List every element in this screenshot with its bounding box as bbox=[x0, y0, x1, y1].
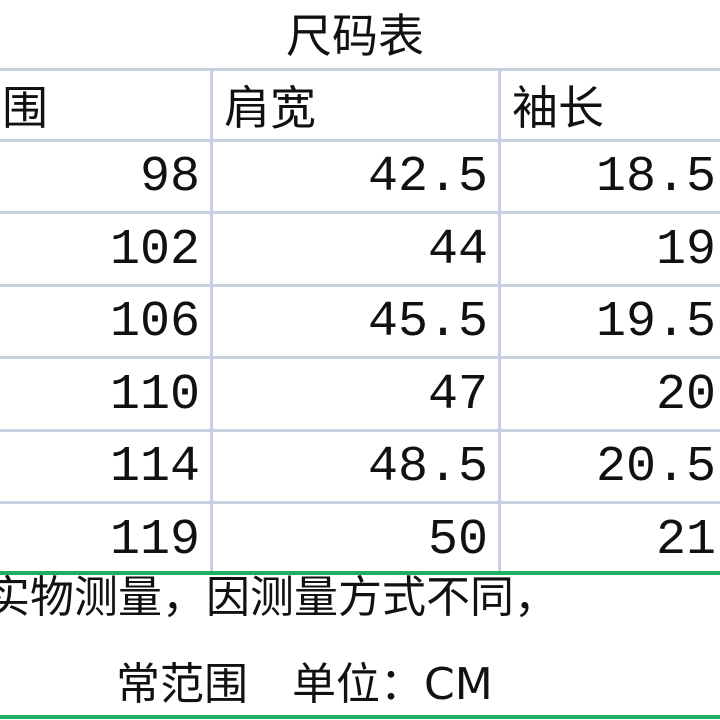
grid-line bbox=[498, 70, 501, 572]
header-sleeve[interactable]: 袖长 bbox=[512, 81, 604, 135]
header-chest[interactable]: 围 bbox=[2, 81, 48, 135]
table-cell[interactable]: 20.5 bbox=[595, 439, 716, 496]
table-cell[interactable]: 114 bbox=[109, 439, 200, 496]
table-cell[interactable]: 18.5 bbox=[595, 149, 716, 206]
grid-line bbox=[0, 68, 720, 71]
grid-line bbox=[0, 356, 720, 359]
header-shoulder[interactable]: 肩宽 bbox=[224, 81, 316, 135]
table-cell[interactable]: 50 bbox=[427, 511, 488, 569]
table-cell[interactable]: 102 bbox=[109, 221, 200, 279]
grid-line bbox=[0, 429, 720, 432]
note-line-1[interactable]: 实物测量，因测量方式不同， bbox=[0, 572, 558, 623]
grid-line bbox=[210, 70, 213, 572]
divider-line bbox=[0, 715, 720, 719]
table-cell[interactable]: 119 bbox=[109, 511, 200, 569]
table-cell[interactable]: 44 bbox=[427, 221, 488, 279]
table-cell[interactable]: 98 bbox=[139, 149, 200, 206]
divider-line bbox=[0, 571, 720, 575]
table-cell[interactable]: 19.5 bbox=[595, 294, 716, 351]
table-cell[interactable]: 45.5 bbox=[367, 294, 488, 351]
grid-line bbox=[0, 284, 720, 287]
table-cell[interactable]: 106 bbox=[109, 294, 200, 351]
table-cell[interactable]: 48.5 bbox=[367, 439, 488, 496]
table-cell[interactable]: 19 bbox=[655, 221, 716, 279]
note-line-2[interactable]: 常范围 单位：CM bbox=[116, 659, 493, 710]
table-cell[interactable]: 21 bbox=[655, 511, 716, 569]
sheet-title: 尺码表 bbox=[286, 9, 424, 63]
table-cell[interactable]: 47 bbox=[427, 366, 488, 424]
grid-line bbox=[0, 139, 720, 142]
table-cell[interactable]: 110 bbox=[109, 366, 200, 424]
grid-line bbox=[0, 211, 720, 214]
table-cell[interactable]: 20 bbox=[655, 366, 716, 424]
table-cell[interactable]: 42.5 bbox=[367, 149, 488, 206]
grid-line bbox=[0, 501, 720, 504]
